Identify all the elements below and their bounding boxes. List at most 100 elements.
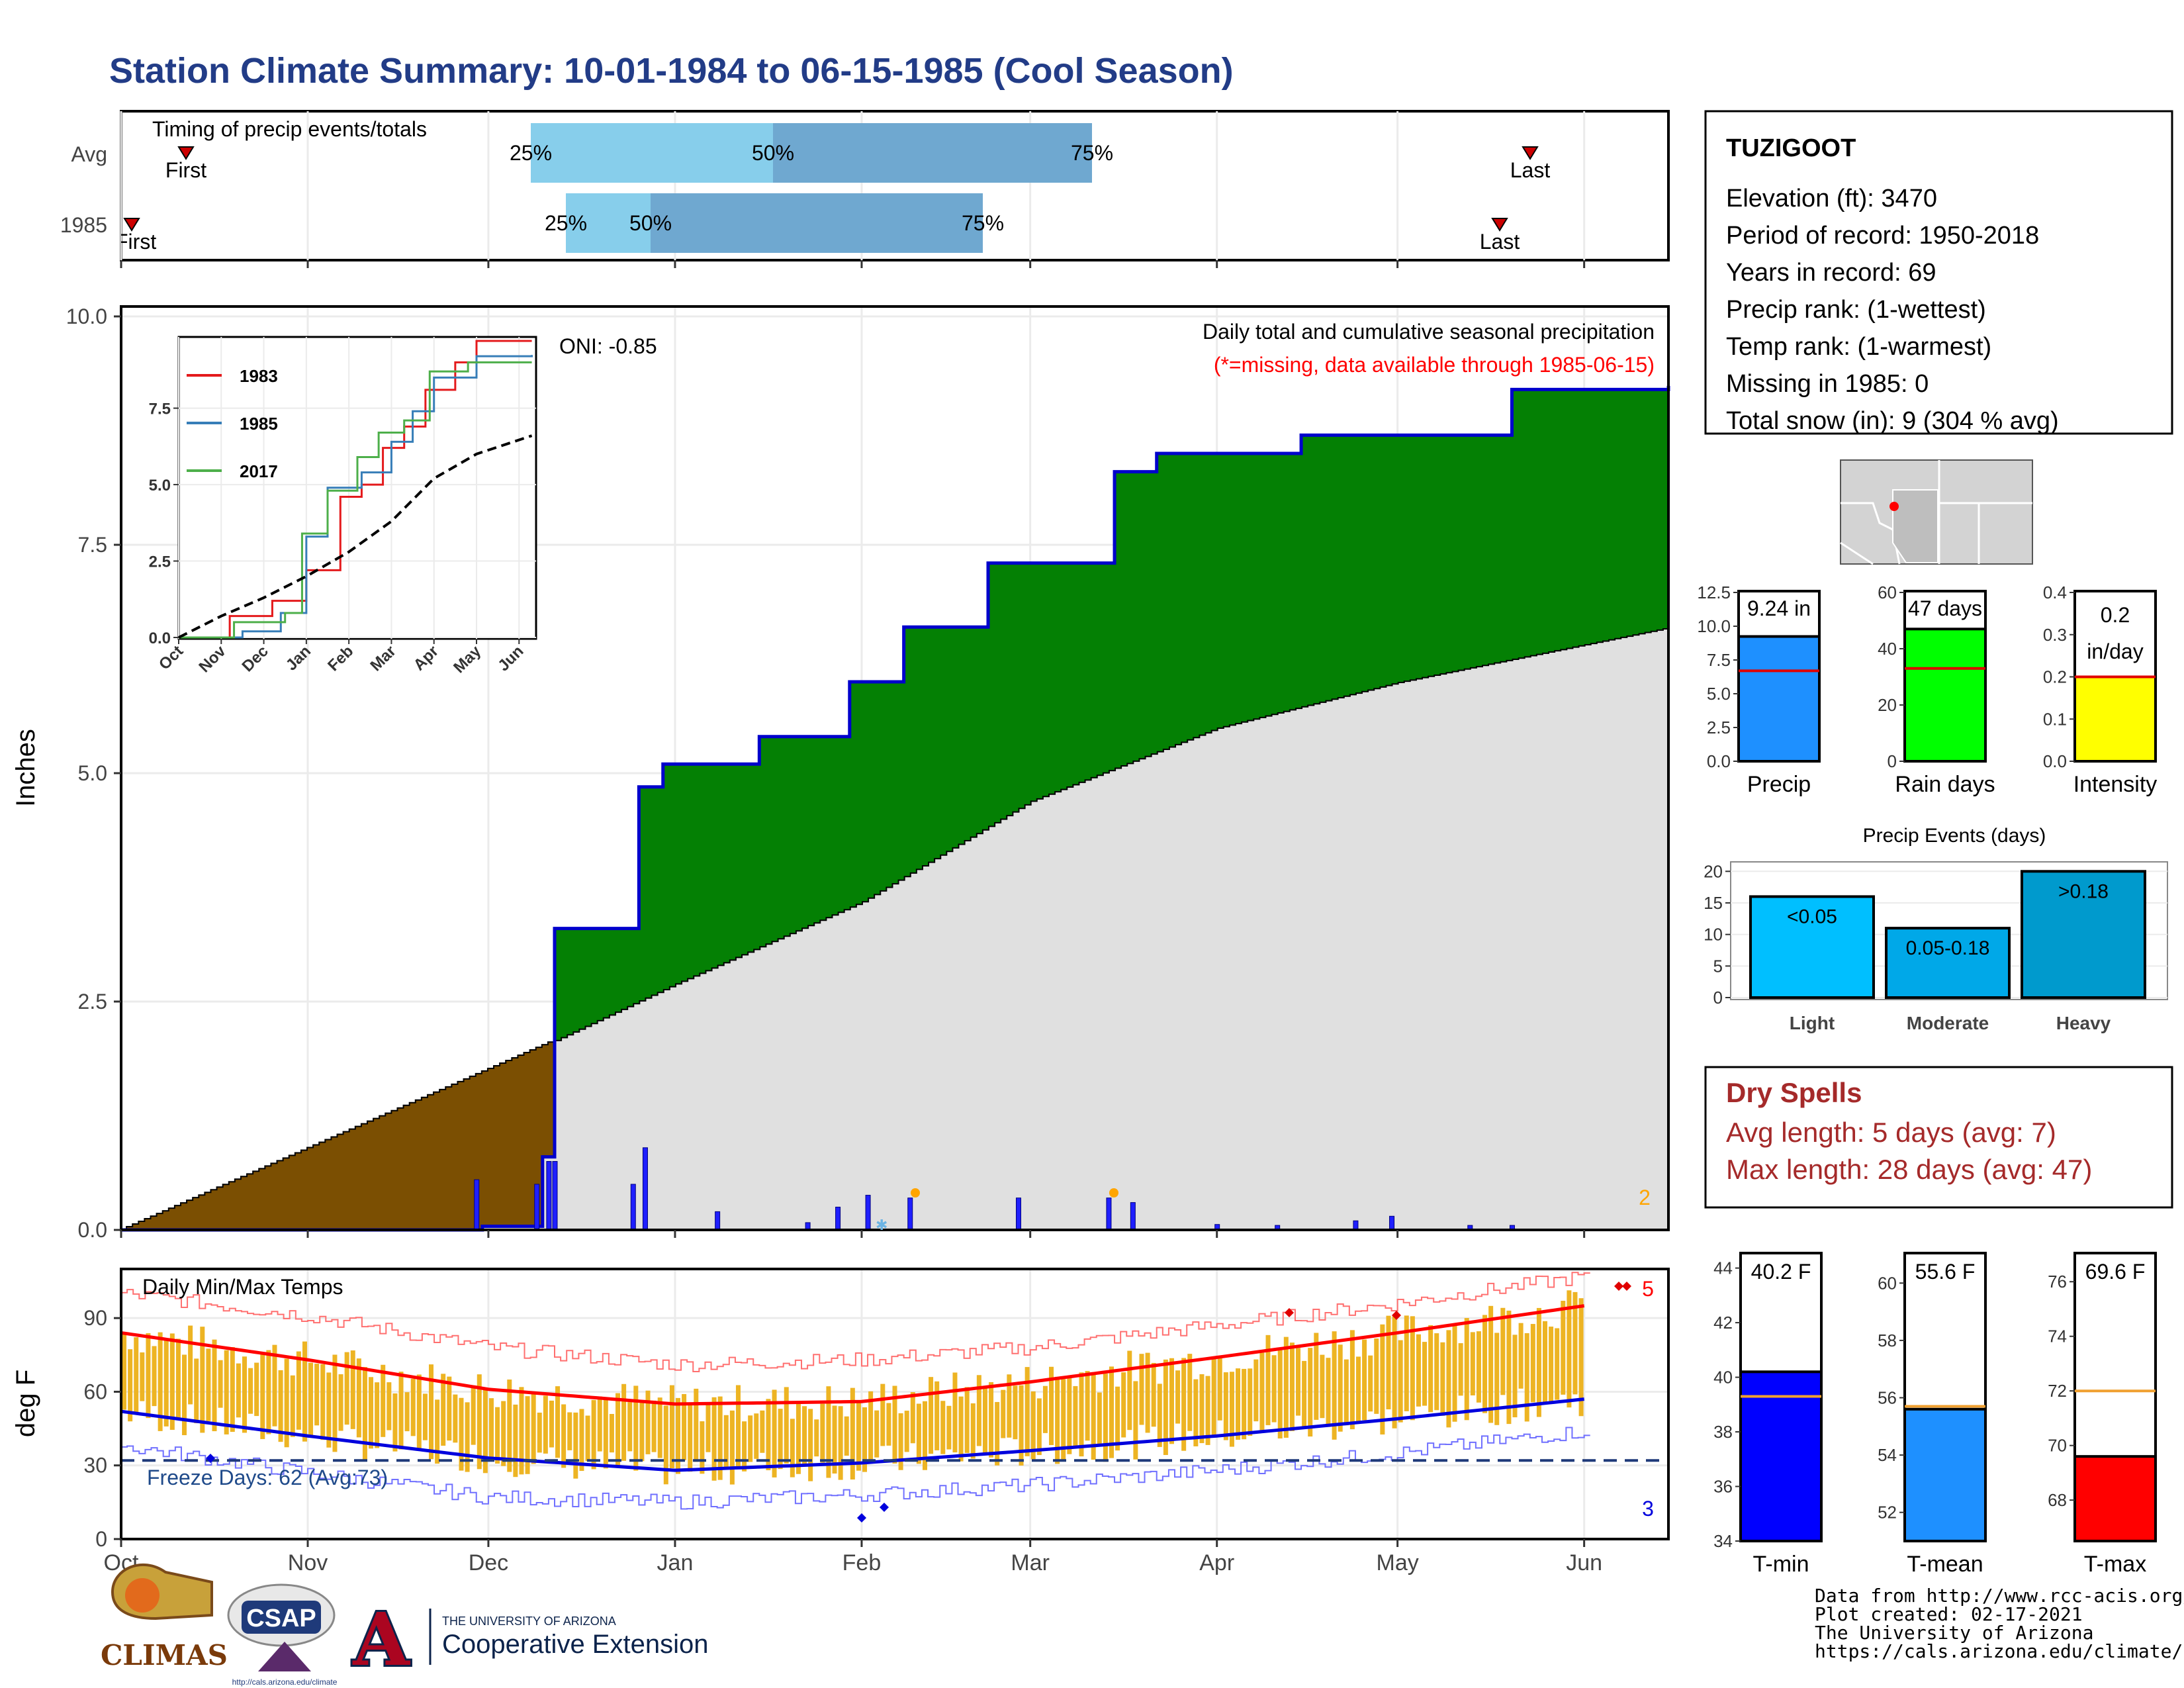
- daily-temp-bar: [314, 1364, 320, 1426]
- daily-temp-bar: [862, 1407, 868, 1472]
- daily-temp-bar: [1115, 1386, 1120, 1451]
- inset-legend: 1983 1985 2017: [187, 366, 278, 481]
- daily-temp-bar: [772, 1389, 777, 1477]
- temp-summary-value: 40.2 F: [1751, 1260, 1811, 1284]
- temp-y-label: 58: [1878, 1331, 1897, 1350]
- daily-temp-bar: [501, 1401, 506, 1466]
- daily-temp-bar: [1265, 1335, 1271, 1425]
- daily-temp-bar: [375, 1382, 380, 1448]
- daily-temp-bar: [573, 1412, 578, 1479]
- mini-bar-value-unit: in/day: [2087, 639, 2143, 663]
- daily-temp-bar: [1217, 1356, 1222, 1421]
- daily-temp-bar: [1205, 1376, 1210, 1445]
- daily-temp-bar: [344, 1352, 349, 1425]
- record-high-marker: [1392, 1311, 1401, 1320]
- daily-temp-bar: [682, 1393, 687, 1460]
- inset-y-label: 0.0: [149, 630, 171, 647]
- daily-temp-bar: [1578, 1298, 1584, 1417]
- record-low-marker: [880, 1503, 889, 1512]
- daily-temp-bar: [820, 1403, 825, 1463]
- daily-temp-bar: [1007, 1374, 1012, 1438]
- daily-temp-bar: [1320, 1354, 1325, 1419]
- daily-temp-bar: [1067, 1377, 1072, 1454]
- daily-temp-bar: [1042, 1385, 1048, 1433]
- daily-temp-bar: [1163, 1359, 1168, 1456]
- daily-temp-bar: [284, 1358, 289, 1448]
- daily-temp-bar: [188, 1325, 193, 1405]
- inset-y-label: 5.0: [149, 477, 171, 494]
- x-tick-label: Jan: [657, 1550, 694, 1575]
- cur-first-label: First: [115, 230, 156, 254]
- daily-temp-bar: [579, 1409, 584, 1472]
- mini-bar-fill: [2073, 675, 2157, 763]
- above-average-area: [555, 389, 1668, 1040]
- events-y-label: 10: [1704, 925, 1723, 945]
- daily-temp-bar: [760, 1410, 765, 1453]
- daily-temp-bar: [1543, 1321, 1548, 1405]
- daily-temp-bar: [615, 1393, 621, 1467]
- daily-temp-bar: [519, 1387, 524, 1475]
- daily-temp-bar: [1464, 1318, 1469, 1421]
- daily-temp-bar: [621, 1383, 627, 1461]
- daily-temp-bar: [1488, 1305, 1494, 1423]
- daily-precip-bar: [1015, 1197, 1021, 1231]
- freeze-note: Freeze Days: 62 (Avg:73): [147, 1466, 388, 1489]
- cur-q50-label: 50%: [629, 211, 672, 235]
- daily-temp-bar: [585, 1415, 590, 1462]
- daily-temp-bar: [826, 1386, 831, 1478]
- daily-temp-bar: [1343, 1359, 1349, 1426]
- csap-wordmark: CSAP: [246, 1605, 316, 1632]
- daily-temp-bar: [369, 1377, 374, 1449]
- daily-temp-bar: [838, 1406, 843, 1480]
- daily-temp-bar: [711, 1397, 717, 1481]
- daily-temp-bar: [645, 1390, 651, 1454]
- mini-y-label: 0.0: [2043, 751, 2067, 771]
- climas-sun: [125, 1578, 159, 1613]
- daily-temp-bar: [603, 1397, 608, 1469]
- ua-top-text: THE UNIVERSITY OF ARIZONA: [442, 1615, 616, 1628]
- daily-temp-bar: [1199, 1374, 1205, 1444]
- y-tick-label: 0: [95, 1527, 107, 1551]
- events-bar-label: <0.05: [1787, 906, 1837, 927]
- daily-temp-bar: [429, 1364, 434, 1460]
- dry-spells-max: Max length: 28 days (avg: 47): [1726, 1154, 2092, 1185]
- mini-bar-1: 47 days 0 20 40 60 Rain days: [1878, 583, 1995, 797]
- daily-temp-bar: [627, 1402, 633, 1452]
- daily-temp-bar: [982, 1385, 987, 1454]
- daily-temp-bar: [633, 1385, 639, 1471]
- daily-temp-bar: [1452, 1323, 1457, 1422]
- main-yaxis: 0.0 2.5 5.0 7.5 10.0: [66, 305, 1586, 1242]
- timing-panel: Timing of precip events/totals Avg 1985 …: [60, 110, 1670, 268]
- oni-label: ONI: -0.85: [559, 334, 657, 358]
- daily-temp-bar: [1211, 1358, 1216, 1435]
- temp-y-label: 54: [1878, 1445, 1897, 1465]
- daily-temp-bar: [1518, 1323, 1524, 1389]
- daily-temp-bar: [507, 1380, 512, 1472]
- daily-temp-bar: [1368, 1355, 1373, 1412]
- x-tick-label: Jun: [1566, 1550, 1602, 1575]
- daily-temp-bar: [1061, 1379, 1066, 1460]
- daily-temp-bar: [435, 1399, 440, 1464]
- daily-precip-bar: [1389, 1215, 1395, 1231]
- daily-temp-bar: [729, 1410, 735, 1485]
- daily-temp-bar: [1530, 1324, 1535, 1403]
- inset-series-1985: [179, 355, 533, 639]
- daily-temp-bar: [1253, 1359, 1259, 1422]
- mini-bar-fill: [1737, 635, 1821, 763]
- dry-spells-avg: Avg length: 5 days (avg: 7): [1726, 1117, 2056, 1148]
- daily-temp-bar: [1349, 1330, 1355, 1430]
- daily-temp-bar: [549, 1400, 554, 1448]
- daily-temp-bar: [657, 1397, 662, 1458]
- avg-q50-label: 50%: [752, 141, 794, 165]
- daily-temp-bar: [1030, 1391, 1036, 1460]
- record-low-marker: [857, 1513, 866, 1523]
- cold-count: 3: [1642, 1497, 1654, 1521]
- daily-temp-bar: [1055, 1376, 1060, 1464]
- y-tick-label: 90: [83, 1306, 107, 1330]
- daily-temp-bar: [350, 1350, 355, 1429]
- daily-temp-bar: [929, 1377, 934, 1454]
- daily-temp-bar: [1097, 1392, 1102, 1446]
- credit-data-source: Data from http://www.rcc-acis.org/: [1815, 1585, 2184, 1607]
- timing-row-avg: Avg: [71, 142, 107, 166]
- daily-temp-bar: [1536, 1307, 1541, 1417]
